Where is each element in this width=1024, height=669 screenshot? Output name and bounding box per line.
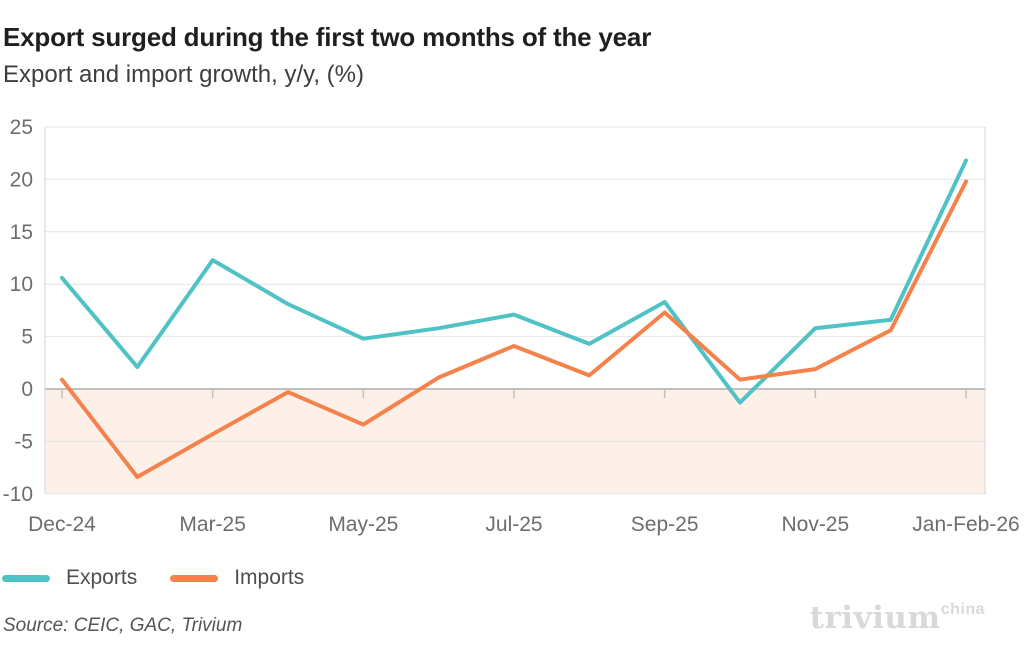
logo-wordmark: trivium [809, 600, 941, 636]
y-axis-label: 25 [10, 116, 33, 139]
chart-subtitle: Export and import growth, y/y, (%) [3, 61, 365, 88]
x-axis-label: Nov-25 [781, 513, 849, 536]
y-axis-label: 20 [10, 168, 33, 191]
y-axis-label: 10 [10, 273, 33, 296]
y-axis-label: 0 [21, 378, 33, 401]
x-axis-label: Jan-Feb-26 [912, 513, 1019, 536]
x-axis-label: Sep-25 [631, 513, 699, 536]
x-axis-label: Mar-25 [179, 513, 246, 536]
chart-legend: Exports Imports [2, 566, 304, 590]
legend-item-exports: Exports [2, 566, 137, 590]
exports-line-swatch [2, 574, 50, 582]
exports-line [60, 158, 968, 405]
legend-label-imports: Imports [234, 566, 305, 589]
logo-superscript: china [940, 601, 985, 618]
x-axis-label: May-25 [328, 513, 398, 536]
y-axis-label: 15 [10, 221, 33, 244]
chart-title: Export surged during the first two month… [3, 22, 652, 52]
y-axis-label: 5 [21, 326, 33, 349]
y-axis-label: -5 [14, 430, 33, 453]
imports-line [60, 179, 968, 479]
trivium-china-logo: triviumchina [810, 600, 985, 636]
line-chart: 25 20 15 10 5 0 -5 -10 Dec-24 Mar-25 May-25 Jul-25 S… [3, 116, 1020, 536]
source-note: Source: CEIC, GAC, Trivium [3, 615, 243, 636]
x-axis-label: Jul-25 [485, 513, 542, 536]
y-axis-label: -10 [3, 483, 33, 506]
imports-line-swatch [170, 574, 219, 582]
x-axis-label: Dec-24 [28, 513, 96, 536]
legend-item-imports: Imports [170, 566, 304, 590]
legend-label-exports: Exports [66, 566, 138, 589]
